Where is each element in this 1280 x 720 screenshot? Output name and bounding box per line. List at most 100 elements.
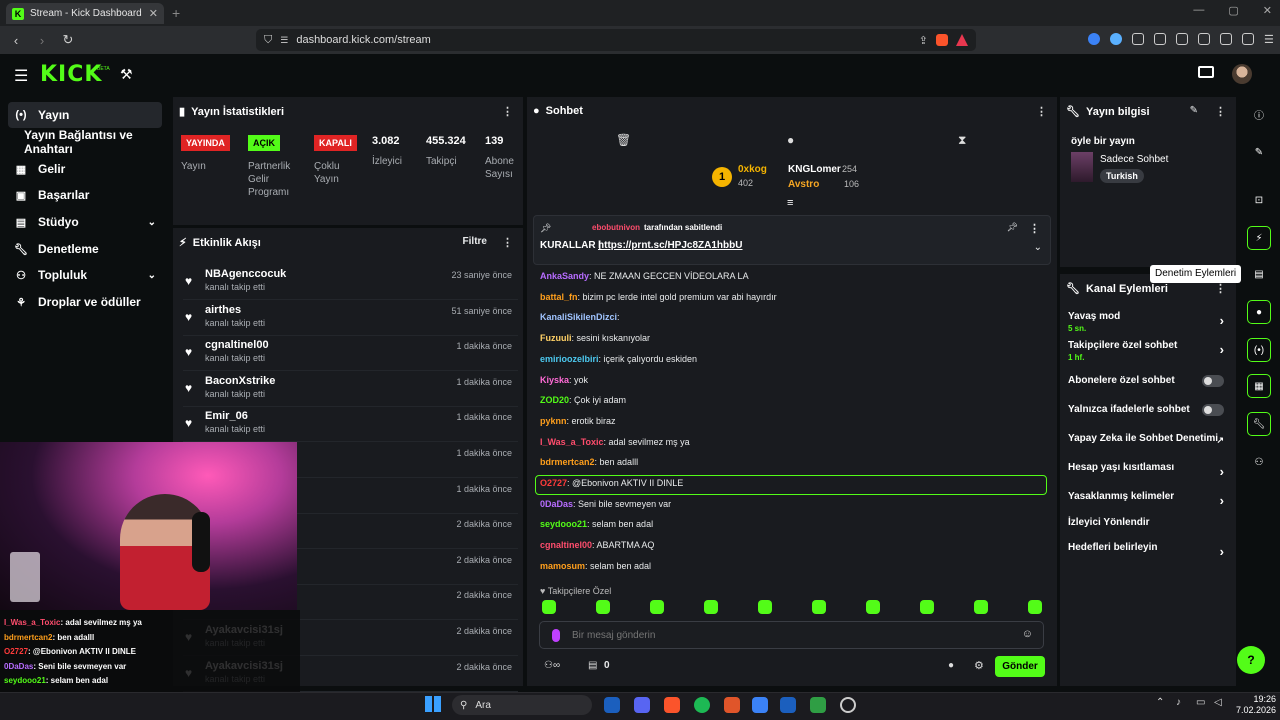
chat-message[interactable]: pyknn: erotik biraz — [540, 416, 616, 426]
tray-chevron-icon[interactable]: ⌃ — [1156, 697, 1165, 708]
chat-message[interactable]: cgnaltinel00: ABARTMA AQ — [540, 540, 654, 550]
emoji-icon[interactable]: ☺ — [1021, 628, 1033, 640]
chat-username[interactable]: pyknn — [540, 415, 567, 426]
taskbar-clock[interactable]: 19:26 7.02.2026 — [1236, 694, 1276, 716]
channel-action-item[interactable]: Takipçilere özel sohbet 1 hf. › — [1068, 340, 1228, 362]
sidebar-item-studyo[interactable]: ▤ Stüdyo ⌄ — [8, 209, 162, 235]
emote-icon[interactable] — [758, 600, 772, 614]
sidebar-item-denetleme[interactable]: 🔧︎ Denetleme — [8, 236, 162, 262]
edit-pencil-icon[interactable]: ✎ — [1189, 105, 1198, 116]
toggle-switch[interactable] — [1202, 404, 1224, 416]
brave-app-icon[interactable] — [664, 697, 680, 713]
collapse-leaderboard-icon[interactable]: ≡ — [787, 197, 794, 209]
app-icon[interactable] — [752, 697, 768, 713]
send-button[interactable]: Gönder — [995, 656, 1045, 677]
sidebar-item-stream-key[interactable]: Yayın Bağlantısı ve Anahtarı — [18, 128, 172, 156]
chat-icon[interactable]: ● — [1247, 300, 1271, 324]
brave-shield-icon[interactable] — [936, 34, 948, 46]
address-bar[interactable]: ⛉ ☰ dashboard.kick.com/stream ⇪ — [256, 29, 976, 51]
emote-icon[interactable] — [920, 600, 934, 614]
leader-name[interactable]: KNGLomer — [788, 164, 841, 175]
chat-username[interactable]: battal_fn — [540, 291, 578, 302]
activity-row[interactable]: ♥ NBAgenccocuk kanalı takip etti 23 saniye … — [183, 264, 518, 300]
trash-icon[interactable]: 🗑︎ — [616, 133, 632, 147]
live-view-icon[interactable] — [1198, 66, 1214, 78]
tray-volume-icon[interactable]: ◁ — [1214, 697, 1222, 708]
emote-icon[interactable] — [542, 600, 556, 614]
chat-message[interactable]: O2727: @Ebonivon AKTIV II DINLE — [540, 478, 683, 488]
maximize-icon[interactable]: ▢ — [1228, 5, 1239, 17]
mic-icon[interactable] — [552, 629, 560, 642]
community-icon[interactable]: ⚇ — [1254, 456, 1264, 468]
user-avatar[interactable] — [1232, 64, 1252, 84]
steam-app-icon[interactable] — [604, 697, 620, 713]
category-name[interactable]: Sadece Sohbet — [1100, 154, 1169, 165]
channel-action-item[interactable]: Abonelere özel sohbet — [1068, 375, 1228, 387]
channel-action-item[interactable]: Hesap yaşı kısıtlaması › — [1068, 462, 1228, 479]
leader-name[interactable]: Avstro — [788, 179, 820, 190]
brave-rewards-icon[interactable] — [956, 34, 968, 46]
edit-icon[interactable]: ✎ — [1254, 146, 1264, 158]
site-info-icon[interactable]: ☰ — [280, 34, 289, 45]
pinned-by[interactable]: ebobutnivon — [592, 223, 640, 232]
chat-username[interactable]: AnkaSandy — [540, 271, 590, 281]
chat-message[interactable]: emirioozelbiri: içerik çalıyordu eskiden — [540, 354, 697, 364]
info-menu-icon[interactable]: ⋮ — [1215, 106, 1226, 118]
activity-row[interactable]: ♥ cgnaltinel00 kanalı takip etti 1 dakika ö… — [183, 335, 518, 372]
chat-message[interactable]: battal_fn: bizim pc lerde intel gold pre… — [540, 292, 777, 302]
chat-username[interactable]: O2727 — [540, 478, 568, 488]
sidebar-item-topluluk[interactable]: ⚇ Topluluk ⌄ — [8, 262, 162, 288]
actions-menu-icon[interactable]: ⋮ — [1215, 283, 1226, 295]
chat-username[interactable]: KanaliSikilenDizci — [540, 312, 618, 323]
reload-icon[interactable]: ↻ — [62, 32, 74, 47]
chat-message[interactable]: 0DaDas: Seni bile sevmeyen var — [540, 499, 671, 509]
extension-teal-icon[interactable] — [1110, 33, 1122, 45]
chat-message[interactable]: I_Was_a_Toxic: adal sevilmez mş ya — [540, 437, 690, 447]
chat-input-box[interactable]: ☺ — [539, 621, 1044, 649]
vpn-icon[interactable] — [1242, 33, 1254, 45]
store-icon[interactable]: ▤ — [588, 660, 598, 671]
extension-blue-icon[interactable] — [1088, 33, 1100, 45]
notes-icon[interactable]: ▤ — [1254, 268, 1264, 280]
emote-icon[interactable] — [974, 600, 988, 614]
tray-network-icon[interactable]: ▭ — [1196, 697, 1206, 708]
browser-menu-icon[interactable]: ☰ — [1264, 34, 1274, 46]
discord-app-icon[interactable] — [634, 697, 650, 713]
chat-message[interactable]: bdrmertcan2: ben adalll — [540, 457, 638, 467]
chat-message[interactable]: AnkaSandy: NE ZMAAN GECCEN VİDEOLARA LA — [540, 271, 749, 281]
xbox-app-icon[interactable] — [810, 697, 826, 713]
chat-message[interactable]: ZOD20: Çok iyi adam — [540, 395, 626, 405]
channel-action-item[interactable]: Yalnızca ifadelerle sohbet — [1068, 404, 1228, 416]
tray-mic-icon[interactable]: ♪ — [1176, 697, 1181, 708]
sidebar-item-yayin[interactable]: (•) Yayın — [8, 102, 162, 128]
hammer-icon[interactable]: ⚒ — [120, 66, 133, 82]
chat-mode-icon[interactable]: ● — [787, 133, 795, 147]
emote-icon[interactable] — [650, 600, 664, 614]
menu-icon[interactable]: ☰ — [14, 68, 29, 85]
close-tab-icon[interactable]: ✕ — [148, 8, 158, 20]
help-headset-icon[interactable]: ? — [1237, 646, 1265, 674]
forward-icon[interactable]: › — [39, 32, 45, 48]
broadcast-icon[interactable]: (•) — [1247, 338, 1271, 362]
chat-username[interactable]: emirioozelbiri — [540, 353, 599, 364]
app-icon[interactable] — [724, 697, 740, 713]
activity-row[interactable]: ♥ airthes kanalı takip etti 51 saniye önce — [183, 300, 518, 336]
emote-icon[interactable] — [812, 600, 826, 614]
info-icon[interactable]: ⓘ — [1254, 110, 1264, 122]
chevron-down-icon[interactable]: ⌄ — [1033, 242, 1042, 253]
chat-message[interactable]: seydooo21: selam ben adal — [540, 519, 653, 529]
channel-action-item[interactable]: Hedefleri belirleyin › — [1068, 542, 1228, 559]
chat-username[interactable]: ZOD20 — [540, 395, 570, 406]
browser-tab[interactable]: K Stream - Kick Dashboard ✕ — [6, 3, 164, 24]
spotify-app-icon[interactable] — [694, 697, 710, 713]
chat-username[interactable]: I_Was_a_Toxic — [540, 436, 604, 447]
sidebar-item-gelir[interactable]: ▦ Gelir — [8, 156, 162, 182]
chat-username[interactable]: 0DaDas — [540, 498, 574, 509]
kick-logo[interactable]: KICK — [40, 62, 103, 87]
emote-icon[interactable] — [866, 600, 880, 614]
unpin-icon[interactable]: 📌︎ — [1006, 222, 1018, 232]
sidebar-toggle-icon[interactable] — [1176, 33, 1188, 45]
channel-action-item[interactable]: Yavaş mod 5 sn. › — [1068, 311, 1228, 333]
emote-icon[interactable] — [596, 600, 610, 614]
chat-username[interactable]: bdrmertcan2 — [540, 457, 595, 468]
